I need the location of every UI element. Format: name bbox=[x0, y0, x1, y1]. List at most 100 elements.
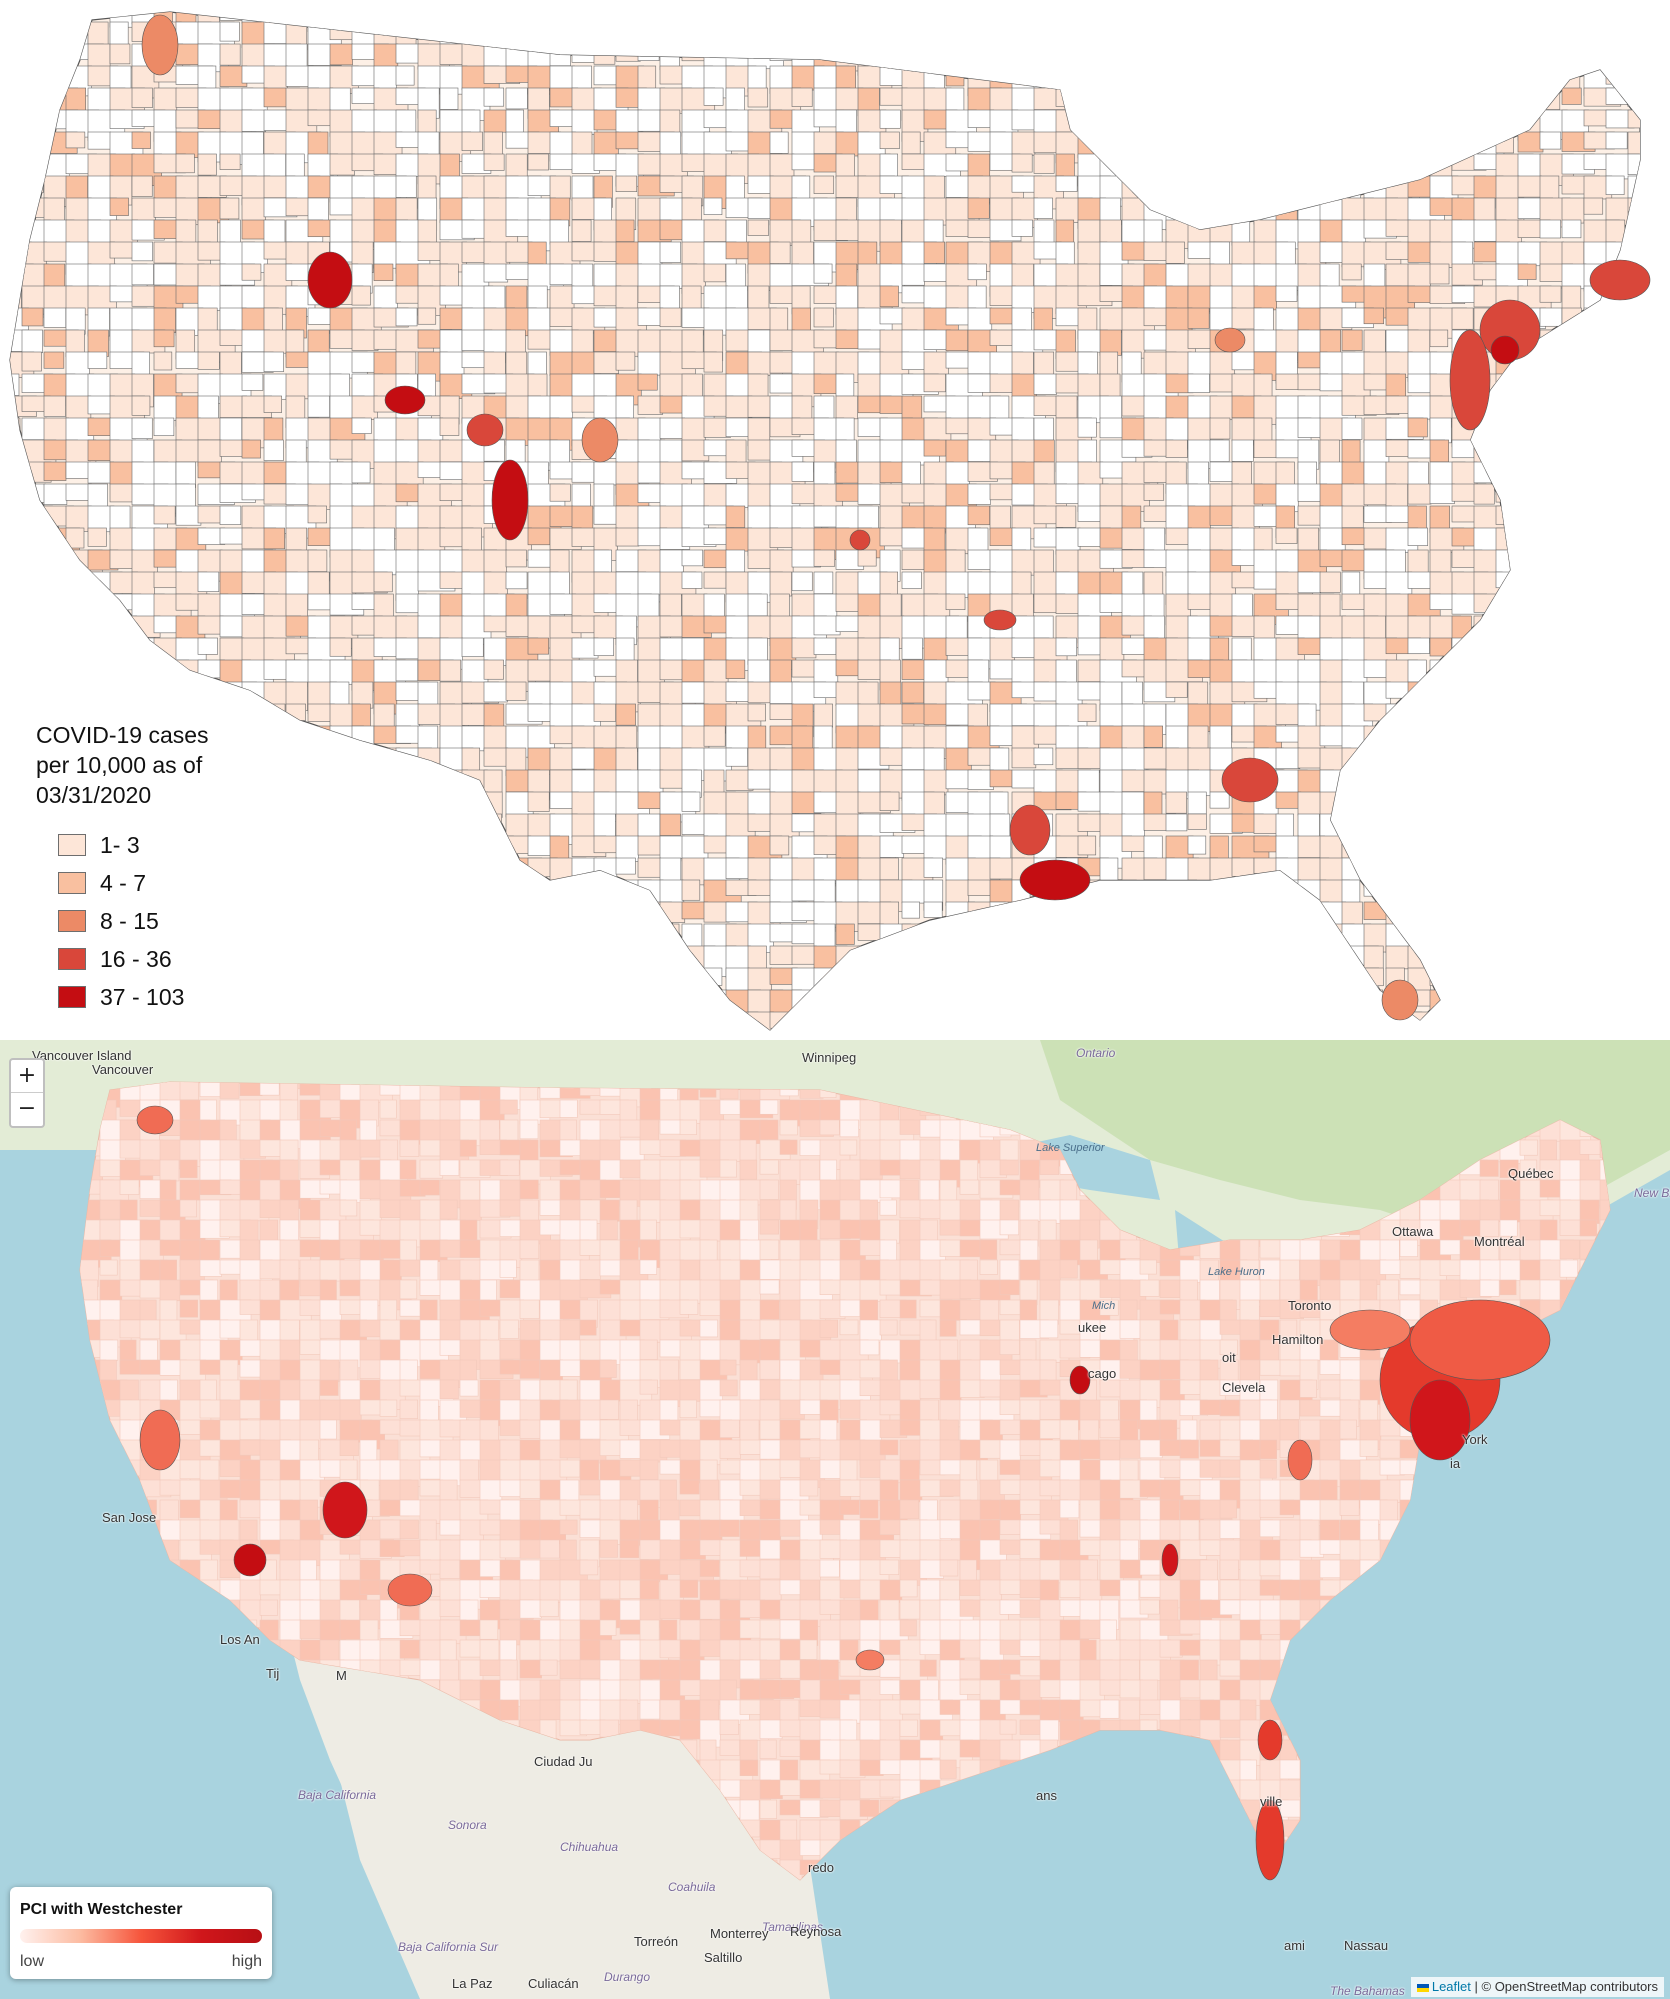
county-cell bbox=[1605, 571, 1640, 596]
county-cell bbox=[1143, 21, 1172, 43]
county-cell bbox=[593, 967, 618, 997]
county-cell bbox=[131, 263, 154, 286]
county-cell bbox=[1517, 857, 1546, 881]
county-cell bbox=[1473, 637, 1510, 663]
legend-title-line-1: COVID-19 cases bbox=[36, 722, 209, 748]
county-cell bbox=[1561, 835, 1583, 860]
county-cell bbox=[1253, 87, 1275, 116]
county-cell bbox=[10, 549, 33, 568]
county-cell bbox=[703, 1011, 725, 1030]
county-cell bbox=[703, 725, 726, 747]
county-cell bbox=[559, 1099, 578, 1118]
county-cell bbox=[1399, 1239, 1418, 1257]
county-cell bbox=[859, 1199, 878, 1221]
county-cell bbox=[1627, 505, 1640, 526]
county-cell bbox=[1539, 21, 1560, 46]
pci-leaflet-map[interactable]: Vancouver Island Vancouver Winnipeg Onta… bbox=[0, 1040, 1670, 1999]
county-cell bbox=[699, 1299, 723, 1316]
county-cell bbox=[1033, 703, 1059, 728]
county-cell bbox=[1275, 373, 1299, 390]
county-cell bbox=[835, 593, 860, 612]
county-cell bbox=[1341, 175, 1361, 201]
county-cell bbox=[1033, 43, 1069, 74]
county-cell bbox=[20, 1280, 48, 1306]
county-cell bbox=[1579, 1219, 1598, 1237]
county-cell bbox=[1459, 1179, 1483, 1201]
county-cell bbox=[1517, 439, 1544, 472]
county-cell bbox=[1627, 439, 1640, 460]
county-cell bbox=[1209, 109, 1237, 144]
county-cell bbox=[10, 439, 23, 463]
county-cell bbox=[439, 901, 467, 935]
county-cell bbox=[1121, 395, 1146, 417]
county-cell bbox=[989, 285, 1016, 306]
county-cell bbox=[1187, 923, 1223, 945]
county-cell bbox=[263, 417, 284, 442]
hotspot-county bbox=[1449, 329, 1491, 431]
county-cell bbox=[1495, 21, 1518, 52]
county-cell bbox=[725, 21, 744, 49]
county-cell bbox=[699, 1319, 718, 1338]
county-cell bbox=[1650, 550, 1670, 570]
county-cell bbox=[399, 1139, 420, 1157]
county-cell bbox=[1429, 263, 1450, 285]
county-cell bbox=[329, 901, 367, 926]
county-cell bbox=[1627, 835, 1640, 857]
county-cell bbox=[1143, 1011, 1168, 1030]
county-cell bbox=[1187, 791, 1207, 815]
county-cell bbox=[1517, 65, 1547, 98]
county-cell bbox=[725, 219, 747, 243]
county-cell bbox=[1627, 1011, 1640, 1030]
county-cell bbox=[659, 1119, 684, 1135]
county-cell bbox=[967, 967, 992, 998]
county-cell bbox=[1517, 681, 1538, 715]
county-cell bbox=[461, 813, 495, 839]
county-cell bbox=[1165, 1011, 1197, 1030]
county-cell bbox=[1583, 813, 1614, 832]
county-cell bbox=[1165, 439, 1188, 458]
county-cell bbox=[1650, 1012, 1670, 1032]
county-cell bbox=[439, 791, 462, 810]
county-cell bbox=[615, 43, 641, 62]
county-cell bbox=[395, 989, 416, 1022]
county-cell bbox=[1620, 1320, 1649, 1336]
county-cell bbox=[1275, 791, 1302, 809]
county-cell bbox=[1451, 769, 1490, 791]
county-cell bbox=[527, 923, 560, 955]
county-cell bbox=[1253, 65, 1290, 92]
county-cell bbox=[1539, 615, 1564, 642]
county-cell bbox=[40, 1220, 59, 1248]
county-cell bbox=[1473, 153, 1498, 171]
county-cell bbox=[219, 1319, 241, 1339]
county-cell bbox=[1605, 593, 1640, 615]
county-cell bbox=[1451, 747, 1471, 767]
county-cell bbox=[21, 153, 46, 184]
county-cell bbox=[219, 549, 243, 573]
county-cell bbox=[1319, 329, 1341, 355]
county-cell bbox=[10, 725, 38, 743]
county-cell bbox=[119, 1179, 140, 1195]
county-cell bbox=[959, 1239, 983, 1258]
county-cell bbox=[999, 1159, 1019, 1176]
county-cell bbox=[329, 1011, 364, 1030]
county-cell bbox=[40, 1300, 59, 1317]
county-cell bbox=[1605, 1011, 1630, 1030]
county-cell bbox=[1407, 637, 1430, 654]
county-cell bbox=[1275, 43, 1301, 67]
county-cell bbox=[1650, 396, 1670, 423]
county-cell bbox=[65, 681, 85, 704]
county-cell bbox=[939, 1239, 962, 1257]
county-cell bbox=[1187, 153, 1208, 186]
hotspot-county bbox=[1490, 335, 1520, 365]
county-cell bbox=[901, 901, 920, 919]
county-cell bbox=[813, 21, 852, 53]
county-cell bbox=[1363, 769, 1396, 788]
county-cell bbox=[901, 681, 925, 704]
county-cell bbox=[681, 967, 702, 989]
county-cell bbox=[1011, 1011, 1038, 1030]
county-cell bbox=[1231, 945, 1254, 975]
county-cell bbox=[131, 241, 153, 262]
county-cell bbox=[989, 769, 1013, 788]
county-cell bbox=[1077, 65, 1098, 82]
county-cell bbox=[461, 989, 498, 1007]
